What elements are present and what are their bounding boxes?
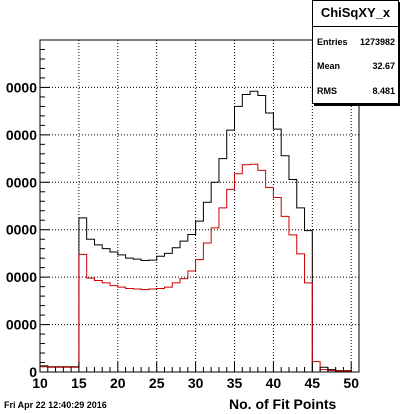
plot-frame: [39, 39, 360, 373]
y-tick-label: 0000: [6, 269, 37, 285]
stats-box: ChiSqXY_x Entries 1273982 Mean 32.67 RMS…: [312, 0, 399, 104]
y-tick-label: 0: [29, 364, 37, 380]
stats-rms-label: RMS: [317, 86, 337, 96]
timestamp-footer: Fri Apr 22 12:40:29 2016: [4, 400, 107, 410]
stats-title: ChiSqXY_x: [313, 5, 398, 27]
x-tick-label: 25: [149, 375, 165, 391]
stats-mean-label: Mean: [317, 61, 341, 71]
stats-rms-value: 8.481: [372, 86, 395, 96]
histogram-line-1: [40, 163, 359, 373]
x-tick-label: 40: [266, 375, 282, 391]
x-tick-label: 35: [227, 375, 243, 391]
stats-mean-value: 32.67: [372, 61, 395, 71]
x-tick-label: 45: [305, 375, 321, 391]
axes: [39, 39, 360, 373]
x-tick-label: 10: [32, 375, 48, 391]
y-tick-label: 0000: [6, 174, 37, 190]
x-tick-label: 15: [71, 375, 87, 391]
x-tick-label: 30: [188, 375, 204, 391]
stats-entries-value: 1273982: [359, 37, 395, 47]
x-axis-label: No. of Fit Points: [229, 396, 337, 412]
histogram-line-0: [40, 90, 359, 373]
histogram-series: [40, 90, 359, 373]
stats-entries-label: Entries: [317, 37, 348, 47]
x-tick-label: 20: [110, 375, 126, 391]
tick-labels: 10 15 20 25 30 35 40 45 500000000000000000000000…: [6, 79, 359, 391]
y-tick-label: 0000: [6, 222, 37, 238]
x-tick-label: 50: [343, 375, 359, 391]
y-tick-label: 0000: [6, 79, 37, 95]
y-tick-label: 0000: [6, 317, 37, 333]
y-tick-label: 0000: [6, 127, 37, 143]
